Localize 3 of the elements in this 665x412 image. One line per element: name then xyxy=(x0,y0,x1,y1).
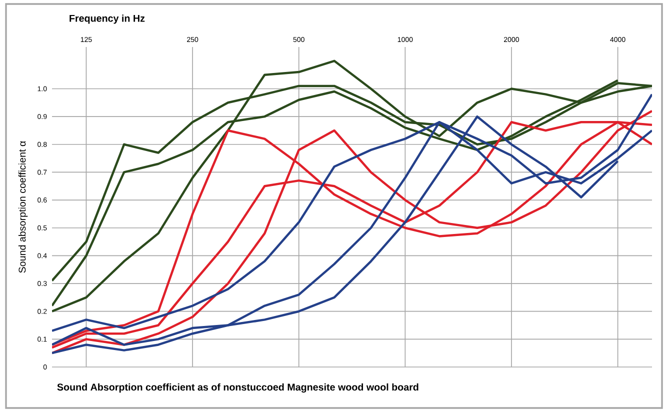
y-axis-title: Sound absorption coefficient α xyxy=(18,141,28,273)
text: Sound Absorption coefficient as of nonstuccoed Magnesite wood wool board xyxy=(57,383,418,393)
x-axis-title: Frequency in Hz xyxy=(70,14,145,24)
